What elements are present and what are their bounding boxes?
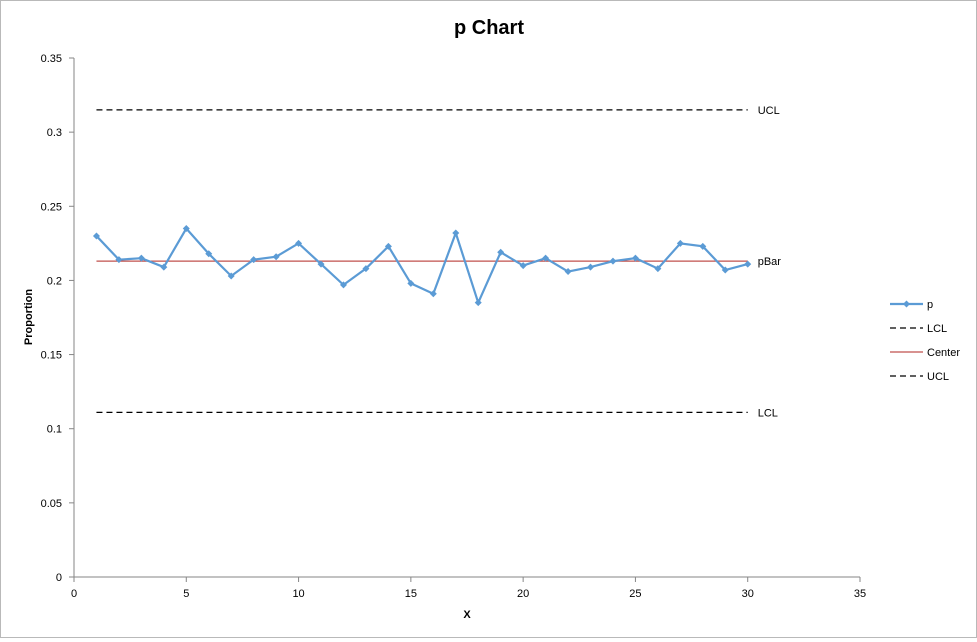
series-p-point	[182, 225, 190, 233]
series-p-point	[429, 290, 437, 298]
legend-center-label: Center	[927, 347, 960, 359]
series-p-point	[497, 248, 505, 256]
series-p-point	[474, 299, 482, 307]
x-tick-label: 35	[854, 588, 866, 600]
annotation-pbar: pBar	[758, 256, 782, 268]
series-p-point	[160, 263, 168, 271]
series-layer	[92, 109, 752, 414]
series-p-point	[452, 229, 460, 237]
series-p-point	[744, 260, 752, 268]
series-p-point	[407, 279, 415, 287]
y-axis-ticks: 0 0.05 0.1 0.15 0.2 0.25 0.3 0.35	[41, 53, 74, 584]
series-p-point	[92, 232, 100, 240]
series-p-point	[339, 281, 347, 289]
annotation-layer: UCL pBar LCL	[758, 105, 782, 420]
series-p-point	[227, 272, 235, 280]
series-p-point	[699, 242, 707, 250]
y-tick-label: 0.25	[41, 201, 62, 213]
x-tick-label: 25	[629, 588, 641, 600]
y-tick-label: 0.35	[41, 53, 62, 65]
x-tick-label: 15	[405, 588, 417, 600]
series-p-point	[654, 265, 662, 273]
y-tick-label: 0.3	[47, 127, 62, 139]
series-p-point	[250, 256, 258, 264]
series-p-point	[587, 263, 595, 271]
legend-p-label: p	[927, 299, 933, 311]
series-p-point	[721, 266, 729, 274]
y-tick-label: 0	[56, 572, 62, 584]
y-axis-title: Proportion	[23, 289, 35, 345]
annotation-lcl: LCL	[758, 407, 778, 419]
legend-p-marker	[903, 300, 910, 308]
series-p-line	[95, 226, 748, 306]
series-p-point	[272, 253, 280, 261]
axes	[73, 58, 860, 578]
chart-title: p Chart	[454, 17, 524, 39]
series-p-point	[384, 242, 392, 250]
x-tick-label: 0	[71, 588, 77, 600]
y-tick-label: 0.05	[41, 498, 62, 510]
series-p-point	[115, 256, 123, 264]
x-tick-label: 5	[183, 588, 189, 600]
series-p-point	[205, 250, 213, 258]
y-tick-label: 0.15	[41, 350, 62, 362]
x-axis-ticks: 0 5 10 15 20 25 30 35	[71, 577, 866, 600]
x-tick-label: 20	[517, 588, 529, 600]
y-tick-label: 0.1	[47, 424, 62, 436]
annotation-ucl: UCL	[758, 105, 780, 117]
series-p-point	[676, 239, 684, 247]
series-p-point	[295, 239, 303, 247]
series-p-point	[362, 265, 370, 273]
series-p-point	[317, 260, 325, 268]
series-p-point	[564, 268, 572, 276]
legend-lcl-label: LCL	[927, 323, 947, 335]
series-p-point	[609, 257, 617, 265]
x-tick-label: 30	[742, 588, 754, 600]
x-tick-label: 10	[292, 588, 304, 600]
x-axis-title: X	[463, 609, 471, 621]
legend: p LCL Center UCL	[890, 299, 960, 383]
legend-ucl-label: UCL	[927, 371, 949, 383]
y-tick-label: 0.2	[47, 275, 62, 287]
series-p-point	[519, 262, 527, 270]
